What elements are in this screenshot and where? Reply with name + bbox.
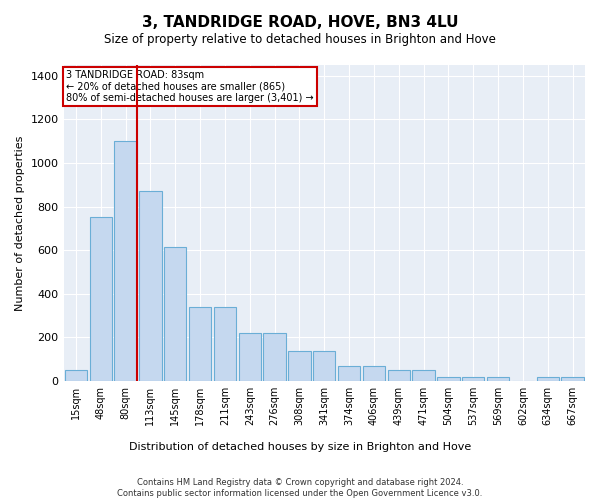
- Bar: [65, 370, 87, 381]
- Text: Size of property relative to detached houses in Brighton and Hove: Size of property relative to detached ho…: [104, 32, 496, 46]
- Text: 3, TANDRIDGE ROAD, HOVE, BN3 4LU: 3, TANDRIDGE ROAD, HOVE, BN3 4LU: [142, 15, 458, 30]
- Bar: [388, 370, 410, 381]
- Bar: [412, 370, 435, 381]
- Bar: [338, 366, 360, 381]
- Bar: [363, 366, 385, 381]
- Bar: [189, 306, 211, 381]
- Text: Distribution of detached houses by size in Brighton and Hove: Distribution of detached houses by size …: [129, 442, 471, 452]
- Text: 3 TANDRIDGE ROAD: 83sqm
← 20% of detached houses are smaller (865)
80% of semi-d: 3 TANDRIDGE ROAD: 83sqm ← 20% of detache…: [66, 70, 314, 103]
- Bar: [288, 352, 311, 381]
- Bar: [462, 378, 484, 381]
- Bar: [536, 378, 559, 381]
- Text: Contains HM Land Registry data © Crown copyright and database right 2024.
Contai: Contains HM Land Registry data © Crown c…: [118, 478, 482, 498]
- Bar: [139, 192, 161, 381]
- Bar: [263, 333, 286, 381]
- Bar: [487, 378, 509, 381]
- Y-axis label: Number of detached properties: Number of detached properties: [15, 135, 25, 310]
- Bar: [89, 218, 112, 381]
- Bar: [164, 247, 187, 381]
- Bar: [313, 352, 335, 381]
- Bar: [562, 378, 584, 381]
- Bar: [437, 378, 460, 381]
- Bar: [214, 306, 236, 381]
- Bar: [115, 141, 137, 381]
- Bar: [239, 333, 261, 381]
